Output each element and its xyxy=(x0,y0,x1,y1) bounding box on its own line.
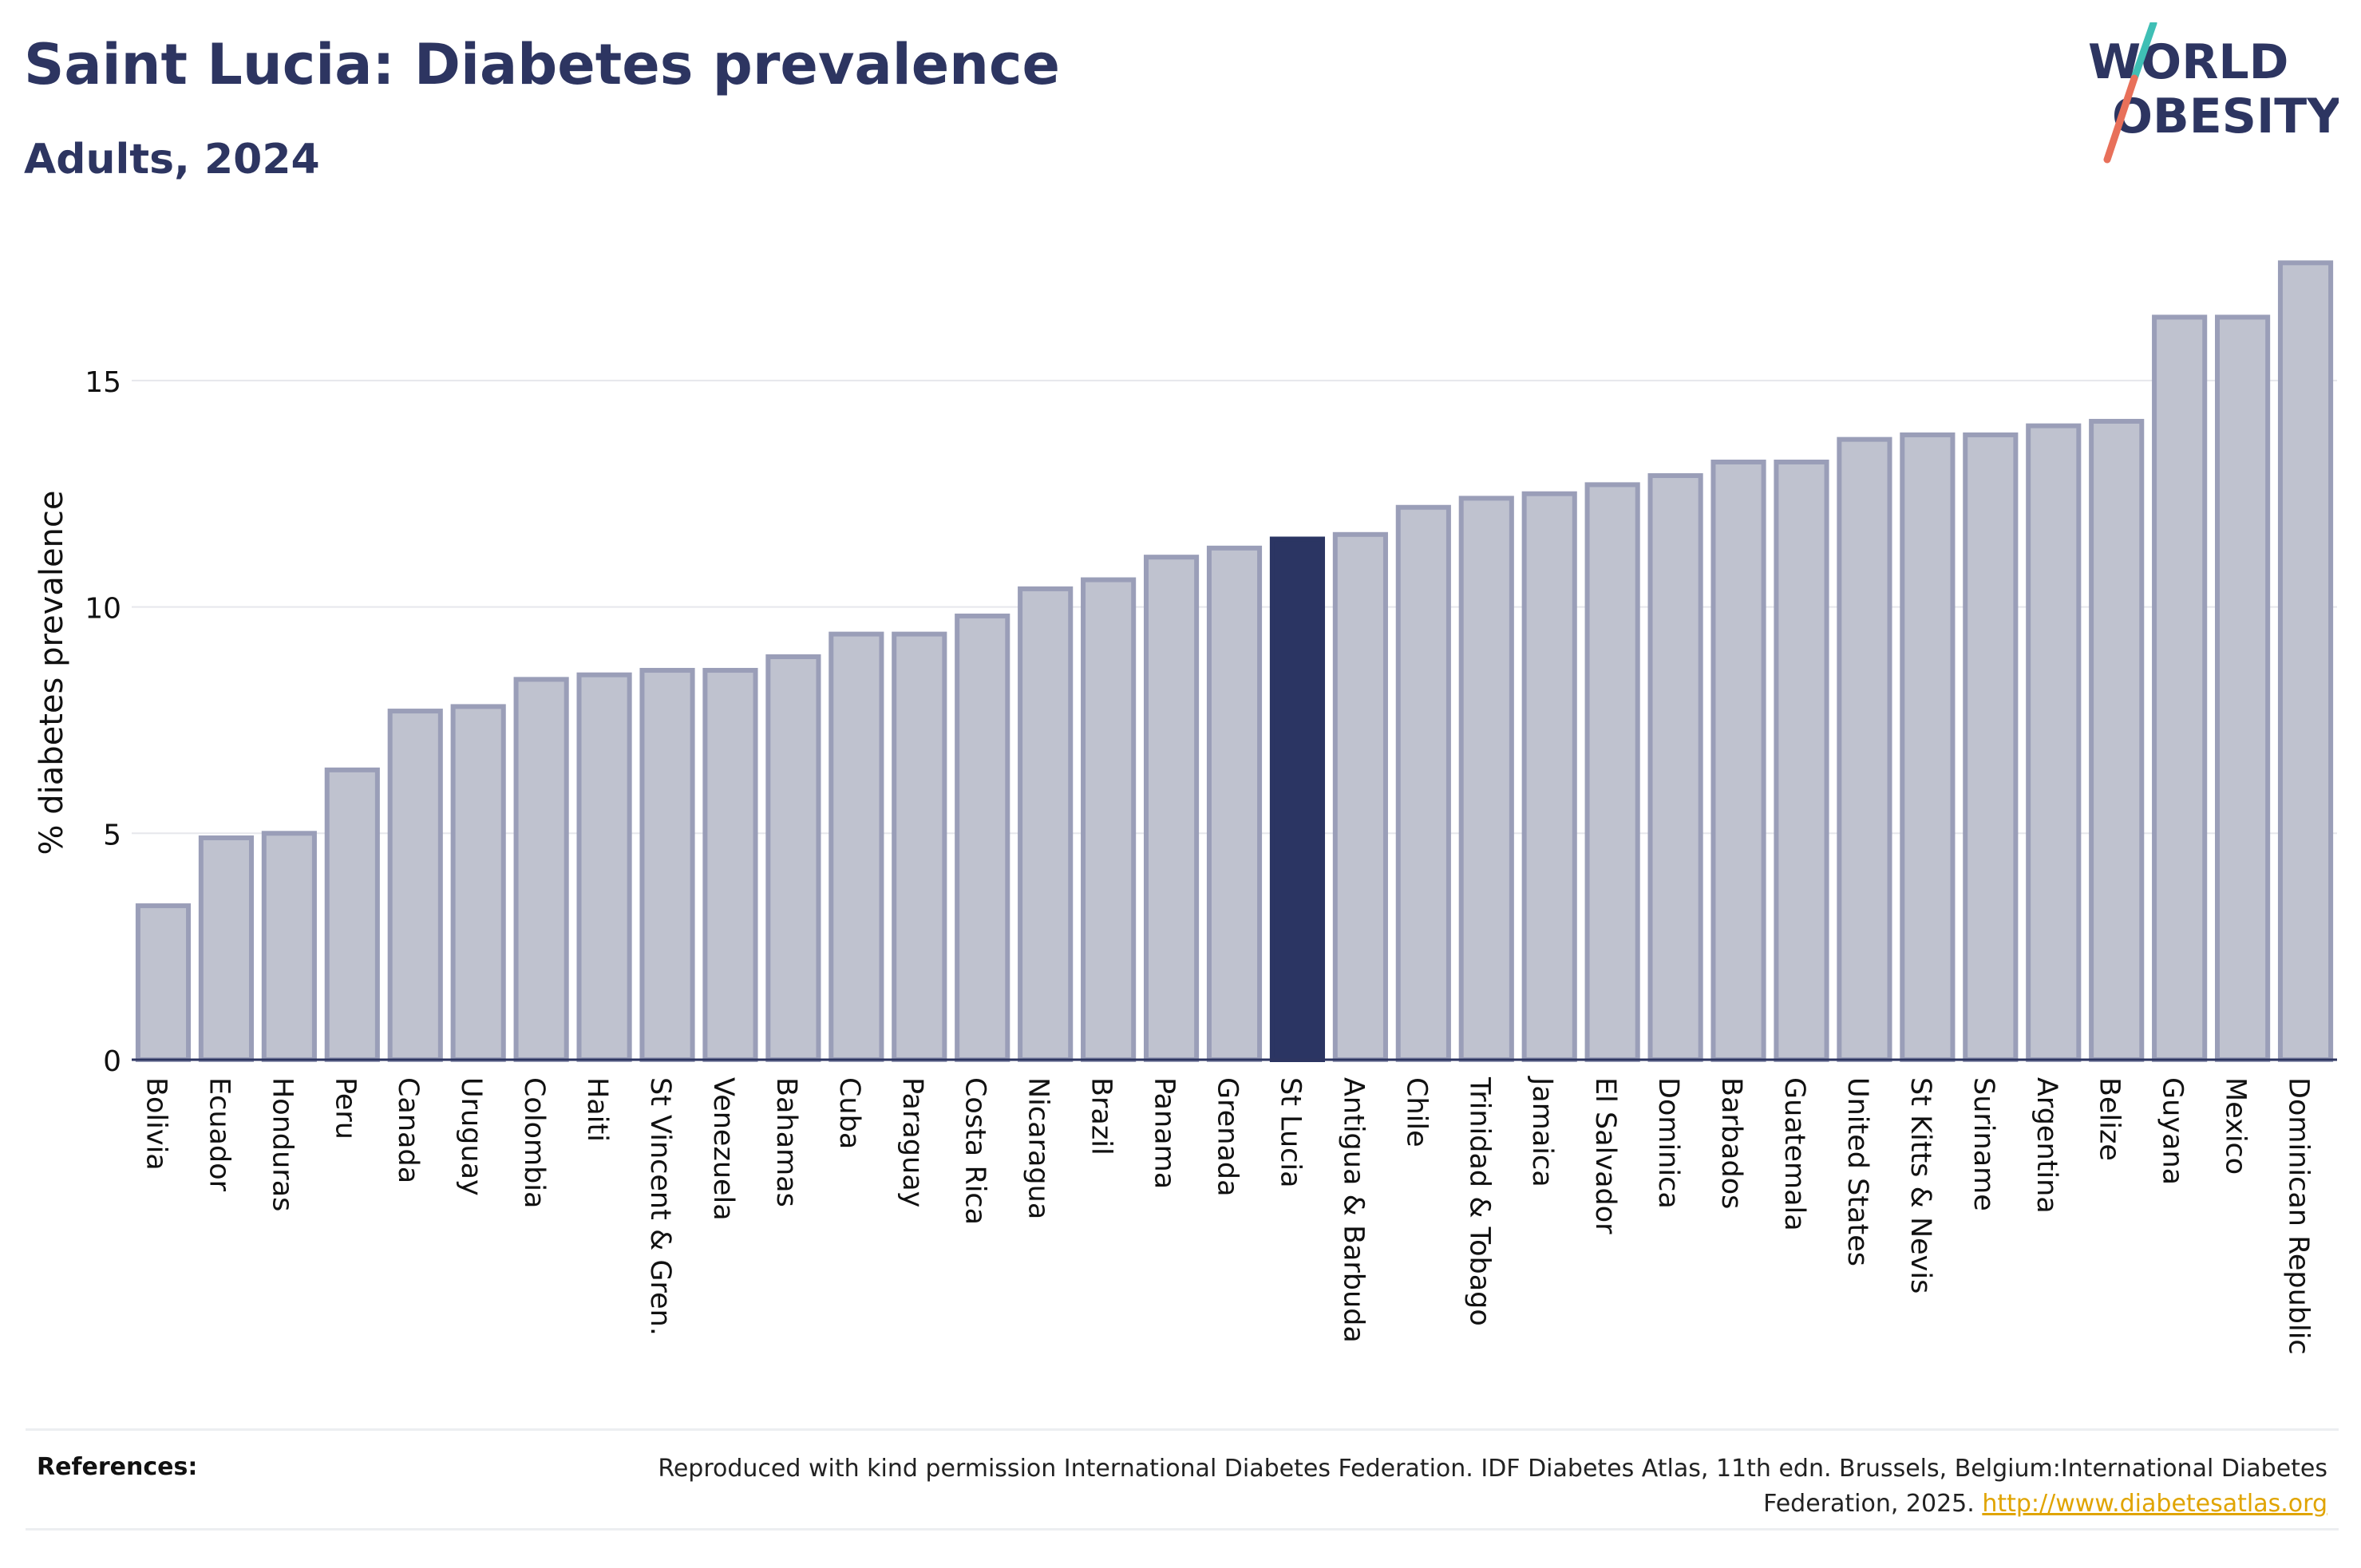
bar-highlight xyxy=(1269,536,1326,1062)
x-tick-label: Colombia xyxy=(518,1077,550,1208)
references-panel: References: Reproduced with kind permiss… xyxy=(26,1428,2339,1530)
logo-text-obesity: OBESITY xyxy=(2112,89,2339,144)
references-label: References: xyxy=(37,1453,198,1481)
bar xyxy=(450,704,506,1062)
bar xyxy=(2026,423,2082,1062)
x-tick-label: Trinidad & Tobago xyxy=(1463,1076,1495,1326)
chart-subtitle: Adults, 2024 xyxy=(24,136,320,184)
x-tick-label: Panama xyxy=(1149,1077,1180,1189)
x-tick-label: Dominican Republic xyxy=(2283,1077,2315,1355)
y-tick-labels: 0 5 10 15 xyxy=(85,366,121,1078)
bar xyxy=(1081,577,1137,1062)
bars xyxy=(135,260,2334,1063)
y-tick-label: 15 xyxy=(85,366,121,399)
x-tick-label: El Salvador xyxy=(1589,1077,1621,1234)
logo-text-world: WORLD xyxy=(2088,34,2288,90)
bar xyxy=(1018,586,1074,1062)
bar xyxy=(2277,260,2334,1062)
bar xyxy=(1332,531,1388,1062)
x-tick-label: Cuba xyxy=(833,1077,865,1149)
x-tick-label: Peru xyxy=(329,1077,361,1139)
bar xyxy=(1774,460,1829,1062)
logo-slash-bottom xyxy=(2103,74,2138,164)
x-tick-label: Bahamas xyxy=(770,1077,802,1207)
references-body: Reproduced with kind permission Internat… xyxy=(658,1455,2327,1518)
bar xyxy=(1206,545,1263,1062)
x-tick-label: Haiti xyxy=(581,1077,613,1142)
x-tick-label: Guyana xyxy=(2157,1077,2189,1185)
x-tick-label: Grenada xyxy=(1212,1077,1244,1197)
x-tick-label: Mexico xyxy=(2220,1077,2252,1175)
x-tick-label: Suriname xyxy=(1968,1077,1999,1211)
logo-slash-top xyxy=(2130,22,2157,82)
x-tick-label: Bolivia xyxy=(140,1077,172,1171)
references-text: Reproduced with kind permission Internat… xyxy=(571,1451,2327,1522)
x-tick-label: St Kitts & Nevis xyxy=(1904,1077,1936,1294)
x-tick-label: Jamaica xyxy=(1526,1076,1558,1187)
x-tick-label: Costa Rica xyxy=(959,1077,991,1225)
bar xyxy=(2152,314,2208,1062)
x-tick-label: Nicaragua xyxy=(1022,1077,1054,1219)
bar xyxy=(1900,432,1956,1062)
bar xyxy=(1584,482,1640,1062)
x-tick-label: Belize xyxy=(2094,1077,2126,1161)
bar xyxy=(1837,436,1892,1062)
y-tick-label: 10 xyxy=(85,593,121,626)
bar xyxy=(2089,418,2145,1062)
bar xyxy=(639,668,695,1062)
y-tick-label: 5 xyxy=(103,819,121,851)
x-tick-label: Guatemala xyxy=(1778,1077,1810,1231)
x-tick-label: Argentina xyxy=(2031,1077,2062,1214)
x-tick-label: Chile xyxy=(1400,1077,1432,1147)
x-tick-labels: Bolivia Ecuador Honduras Peru Canada Uruguay C… xyxy=(140,1076,2314,1355)
x-tick-label: Canada xyxy=(392,1077,424,1183)
x-tick-label: Paraguay xyxy=(896,1077,928,1207)
bar xyxy=(955,613,1010,1062)
x-tick-label: St Vincent & Gren. xyxy=(644,1077,676,1336)
bar xyxy=(513,677,569,1062)
bar xyxy=(1395,504,1451,1062)
bar xyxy=(1963,432,2019,1062)
bar xyxy=(261,831,317,1062)
x-tick-label: Uruguay xyxy=(455,1077,487,1196)
bar xyxy=(1647,473,1703,1062)
y-tick-label: 0 xyxy=(103,1045,121,1078)
x-tick-label: Antigua & Barbuda xyxy=(1337,1077,1369,1343)
bar xyxy=(387,709,443,1063)
bar xyxy=(576,672,632,1063)
bar-chart: 0 5 10 15 Bolivia Ecuador Honduras Peru Canada U… xyxy=(34,260,2337,1355)
x-tick-label: Dominica xyxy=(1652,1077,1684,1209)
bar xyxy=(1458,496,1514,1062)
bar xyxy=(324,767,380,1062)
chart-title: Saint Lucia: Diabetes prevalence xyxy=(24,32,1060,97)
y-axis-label: % diabetes prevalence xyxy=(34,490,70,855)
bar xyxy=(2215,314,2271,1062)
bar xyxy=(198,835,254,1063)
x-tick-label: Honduras xyxy=(266,1077,298,1211)
bar xyxy=(1143,555,1200,1062)
bar xyxy=(702,668,758,1062)
bar xyxy=(829,631,884,1062)
x-tick-label: Barbados xyxy=(1715,1077,1747,1209)
x-tick-label: Venezuela xyxy=(707,1077,739,1221)
x-tick-label: Brazil xyxy=(1086,1077,1117,1155)
x-tick-label: Ecuador xyxy=(203,1077,235,1192)
bar xyxy=(135,903,192,1062)
references-link[interactable]: http://www.diabetesatlas.org xyxy=(1982,1490,2327,1518)
bar xyxy=(1521,491,1577,1062)
world-obesity-logo: WORLD OBESITY xyxy=(2088,22,2339,164)
bar xyxy=(765,654,821,1062)
x-tick-label: St Lucia xyxy=(1274,1077,1306,1188)
bar xyxy=(1710,460,1766,1062)
bar xyxy=(892,631,947,1062)
x-tick-label: United States xyxy=(1841,1077,1873,1266)
